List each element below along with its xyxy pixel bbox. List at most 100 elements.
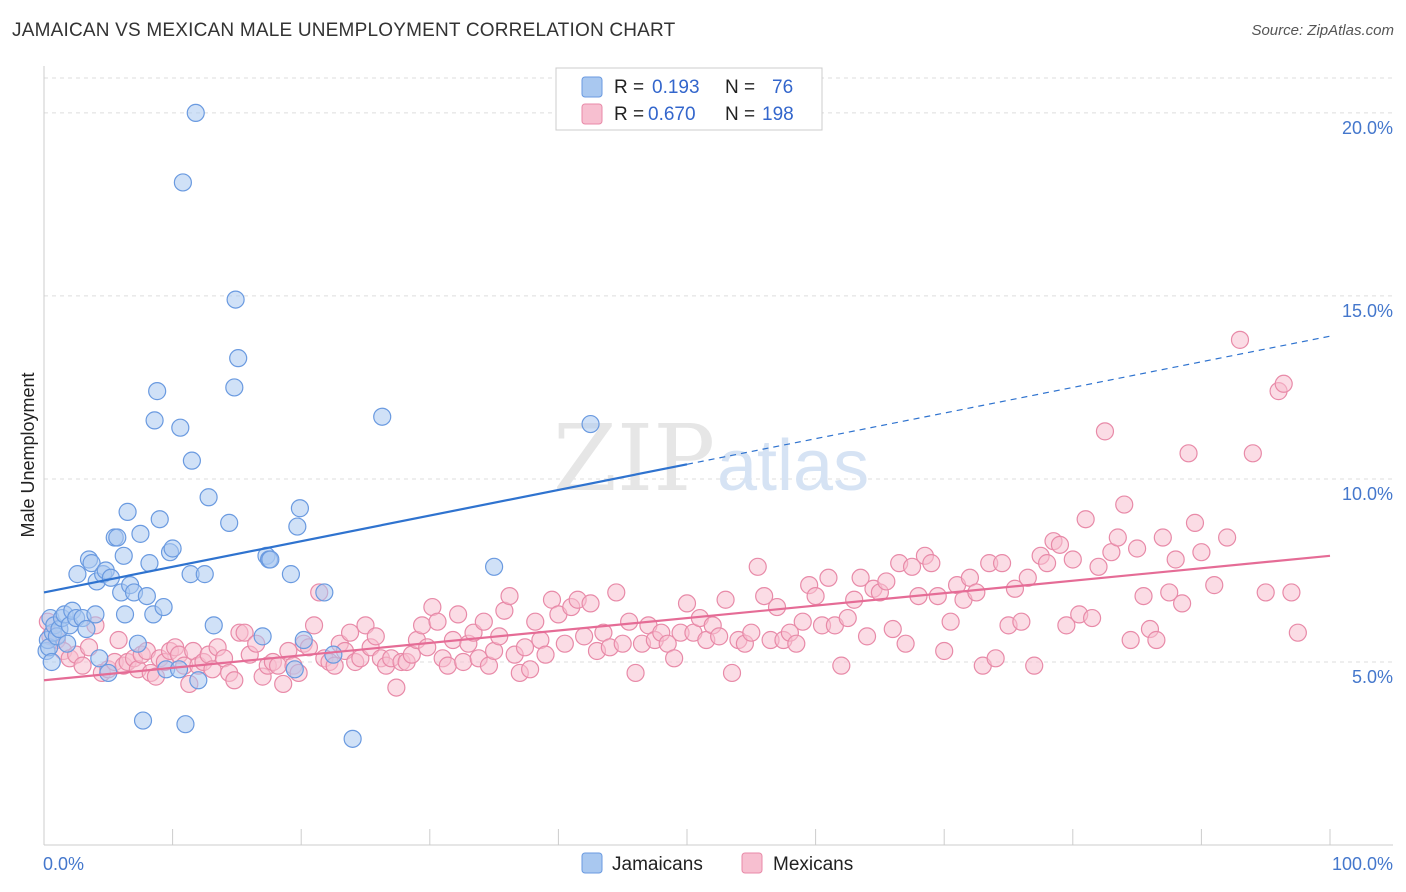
jamaicans-point-77: [581, 414, 600, 434]
y-tick-label-1: 10.0%: [1342, 484, 1393, 504]
jamaicans-point-42: [148, 382, 167, 401]
mexicans-point-169: [1005, 579, 1025, 598]
mexicans-point-107: [607, 583, 626, 602]
jamaicans-point-55: [189, 671, 208, 690]
jamaicans-point-19: [82, 554, 101, 573]
legend-swatch-mexicans: [581, 103, 603, 125]
mexicans-point-181: [1082, 608, 1102, 628]
mexicans-point-198: [1192, 543, 1211, 562]
jamaicans-point-35: [128, 634, 147, 653]
jamaicans-point-66: [261, 550, 280, 569]
legend-swatch-jamaicans: [581, 76, 603, 98]
mexicans-point-189: [1134, 586, 1153, 606]
mexicans-point-177: [1057, 616, 1076, 635]
legend-n-value-1: 76: [772, 77, 793, 98]
jamaicans-point-37: [133, 711, 153, 730]
jamaicans-point-58: [204, 616, 223, 635]
mexicans-point-132: [767, 597, 787, 617]
mexicans-point-93: [521, 660, 540, 679]
mexicans-point-191: [1147, 630, 1166, 650]
bottom-legend: Jamaicans Mexicans: [581, 852, 853, 875]
jamaicans-point-39: [140, 554, 159, 573]
mexicans-point-94: [526, 612, 545, 631]
mexicans-point-6: [73, 656, 92, 675]
mexicans-point-180: [1076, 510, 1095, 529]
mexicans-point-174: [1037, 554, 1057, 573]
jamaicans-point-49: [171, 418, 190, 437]
legend-n-label-2: N =: [725, 104, 755, 125]
mexicans-point-192: [1153, 528, 1172, 547]
bottom-legend-mexicans: Mexicans: [773, 854, 853, 875]
mexicans-point-123: [710, 627, 729, 646]
mexicans-point-44: [268, 656, 288, 675]
mexicans-point-176: [1050, 535, 1070, 554]
jamaicans-point-74: [343, 729, 362, 748]
trend-lines: [43, 335, 1331, 682]
mexicans-point-142: [832, 656, 851, 675]
x-tick-right: 100.0%: [1332, 854, 1393, 874]
mexicans-point-183: [1095, 422, 1115, 441]
jamaicans-point-4: [42, 652, 61, 672]
mexicans-point-136: [793, 612, 812, 631]
jamaicans-point-11: [58, 634, 77, 653]
mexicans-point-166: [986, 649, 1005, 668]
mexicans-point-207: [1288, 623, 1307, 642]
mexicans-point-103: [581, 594, 600, 613]
legend-n-value-2: 198: [762, 104, 794, 125]
mexicans-point-186: [1115, 495, 1134, 514]
jamaicans-trend-line: [43, 463, 688, 594]
mexicans-point-79: [448, 605, 468, 624]
mexicans-point-99: [555, 634, 574, 653]
jamaicans-point-53: [182, 451, 201, 470]
mexicans-point-157: [928, 586, 947, 606]
jamaicans-point-44: [154, 597, 173, 617]
mexicans-point-110: [626, 663, 645, 683]
mexicans-point-170: [1012, 612, 1031, 631]
mexicans-point-152: [896, 634, 915, 653]
jamaicans-point-22: [90, 649, 109, 668]
chart-title: JAMAICAN VS MEXICAN MALE UNEMPLOYMENT CO…: [12, 20, 676, 41]
mexicans-point-77: [438, 656, 457, 675]
jamaicans-point-56: [195, 565, 214, 584]
mexicans-point-188: [1127, 539, 1147, 558]
jamaicans-point-67: [281, 565, 301, 584]
mexicans-point-116: [665, 649, 684, 668]
x-tick-left: 0.0%: [43, 854, 84, 874]
mexicans-point-92: [515, 638, 535, 657]
mexicans-point-185: [1108, 528, 1127, 547]
jamaicans-point-57: [199, 488, 218, 507]
mexicans-point-102: [575, 627, 594, 646]
mexicans-point-73: [418, 638, 437, 657]
jamaicans-point-76: [485, 557, 504, 576]
watermark: ZIP atlas: [553, 405, 869, 512]
mexicans-point-194: [1166, 550, 1185, 569]
jamaicans-point-15: [68, 565, 87, 584]
legend-r-label-2: R =: [614, 104, 644, 125]
mexicans-point-67: [387, 678, 406, 697]
mexicans-point-45: [274, 674, 293, 694]
mexicans-point-109: [620, 612, 639, 631]
legend-n-label-1: N =: [725, 77, 755, 98]
mexicans-point-201: [1230, 330, 1250, 349]
mexicans-point-51: [304, 616, 324, 635]
mexicans-point-36: [225, 671, 244, 690]
jamaicans-point-28: [108, 528, 127, 547]
jamaicans-point-38: [137, 586, 156, 606]
legend-r-value-2: 0.670: [648, 104, 696, 125]
mexicans-point-172: [1025, 656, 1044, 675]
mexicans-point-156: [922, 554, 941, 573]
mexicans-point-125: [722, 663, 742, 683]
jamaicans-point-63: [253, 627, 272, 646]
mexicans-point-158: [935, 641, 954, 661]
jamaicans-point-41: [145, 411, 164, 430]
mexicans-point-182: [1089, 557, 1108, 576]
jamaicans-point-20: [86, 605, 105, 624]
jamaicans-point-75: [373, 407, 392, 426]
mexicans-point-153: [902, 557, 922, 576]
jamaicans-point-36: [131, 524, 150, 543]
mexicans-point-200: [1218, 528, 1237, 547]
mexicans-point-146: [857, 627, 877, 646]
mexicans-point-124: [716, 590, 735, 609]
jamaicans-point-30: [114, 546, 133, 565]
jamaicans-point-32: [118, 502, 137, 521]
